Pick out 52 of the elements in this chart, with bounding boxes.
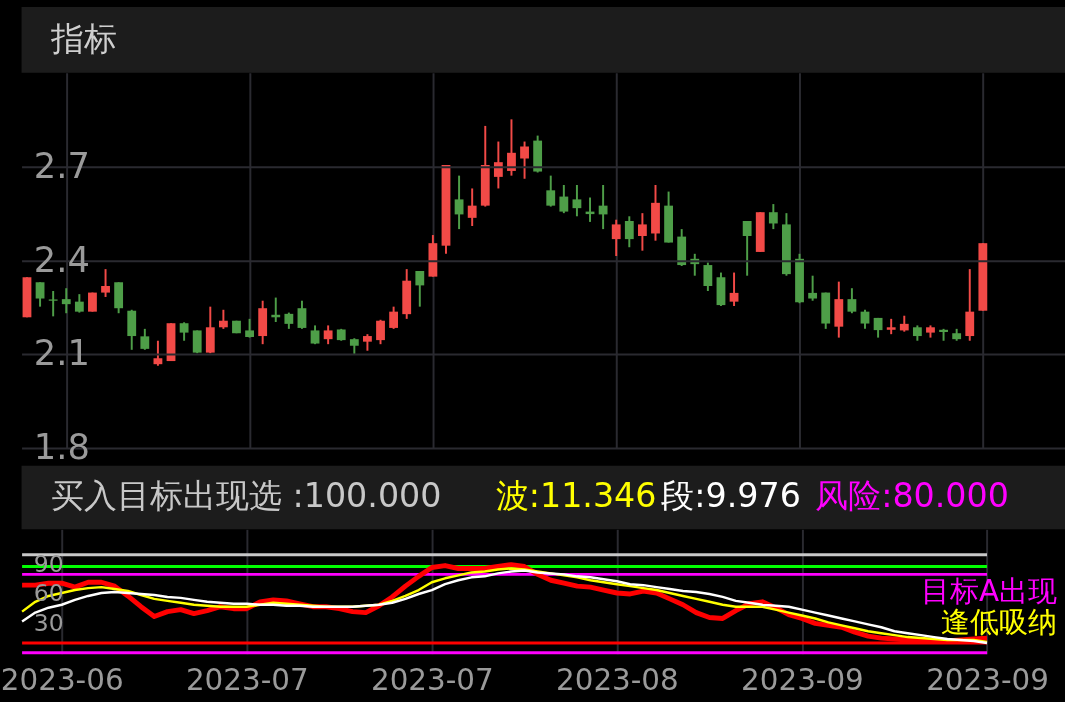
candlestick bbox=[611, 218, 621, 257]
candlestick bbox=[559, 184, 569, 215]
y-tick-label: 30 bbox=[33, 608, 64, 637]
annotation: 逢低吸纳 bbox=[941, 605, 1058, 640]
x-tick-label: 2023-09 bbox=[741, 662, 864, 697]
candlestick bbox=[323, 324, 333, 346]
candlestick bbox=[598, 184, 608, 231]
candlestick bbox=[218, 308, 228, 330]
candlestick bbox=[808, 274, 818, 302]
candlestick bbox=[389, 305, 399, 330]
candlestick bbox=[415, 270, 425, 308]
candlestick bbox=[48, 290, 58, 318]
chart-title: 指标 bbox=[49, 18, 117, 58]
candlestick bbox=[637, 212, 647, 252]
y-tick-label: 2.7 bbox=[33, 144, 90, 186]
candlestick bbox=[546, 174, 556, 208]
candlestick bbox=[703, 261, 713, 292]
candlestick bbox=[140, 327, 150, 351]
candlestick bbox=[847, 287, 857, 315]
candlestick bbox=[61, 287, 71, 315]
candlestick bbox=[860, 308, 870, 330]
y-tick-label: 2.4 bbox=[33, 238, 90, 280]
y-tick-label: 2.1 bbox=[33, 332, 90, 374]
candlestick bbox=[35, 281, 45, 308]
candlestick bbox=[520, 140, 529, 180]
candlestick bbox=[153, 339, 163, 367]
annotation: 目标A出现 bbox=[921, 573, 1058, 608]
candlestick bbox=[74, 293, 84, 314]
candlestick bbox=[507, 118, 516, 177]
candlestick bbox=[624, 215, 634, 249]
ref-line-label: 买入目标出现选 :100.000 bbox=[50, 476, 442, 516]
candlestick bbox=[101, 268, 110, 298]
x-tick-label: 2023-09 bbox=[926, 662, 1049, 697]
candlestick bbox=[768, 203, 778, 231]
candlestick bbox=[467, 187, 477, 227]
text: 段:9.976 bbox=[661, 476, 801, 516]
candlestick bbox=[376, 318, 385, 346]
x-tick-label: 2023-08 bbox=[556, 662, 679, 697]
ref-line-label: 风险:80.000 bbox=[815, 476, 1009, 516]
series-label: 波:11.346 bbox=[495, 476, 657, 516]
candlestick bbox=[729, 271, 739, 308]
candlestick bbox=[179, 321, 189, 342]
candlestick bbox=[454, 174, 464, 231]
candlestick bbox=[493, 140, 503, 190]
x-tick-label: 2023-07 bbox=[185, 662, 309, 697]
x-tick-label: 2023-07 bbox=[370, 662, 494, 697]
candlestick bbox=[572, 184, 582, 218]
candlestick bbox=[742, 219, 752, 277]
candlestick bbox=[245, 317, 254, 339]
y-tick-label: 1.8 bbox=[33, 426, 90, 468]
x-tick-label: 2023-06 bbox=[0, 662, 124, 697]
candlestick bbox=[297, 299, 307, 330]
